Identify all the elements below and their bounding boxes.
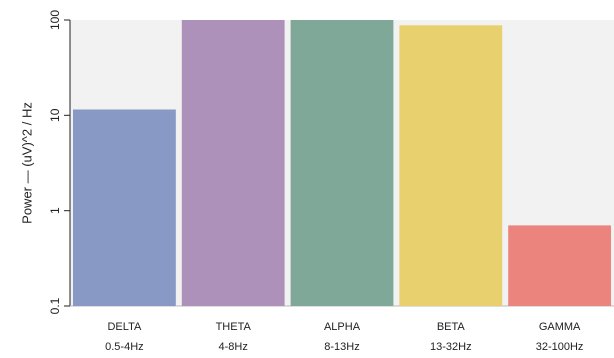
- x-tick-label-alpha: ALPHA: [324, 321, 361, 333]
- x-tick-range-gamma: 32-100Hz: [536, 341, 584, 353]
- x-tick-label-delta: DELTA: [107, 321, 141, 333]
- bar-gamma: [508, 225, 611, 306]
- bar-alpha: [290, 20, 394, 306]
- y-tick-label: 10: [48, 108, 62, 122]
- bar-beta: [399, 25, 503, 307]
- y-axis-label: Power — (uV)^2 / Hz: [19, 102, 34, 224]
- x-tick-label-gamma: GAMMA: [539, 321, 581, 333]
- x-categories-group: DELTA 0.5-4Hz THETA 4-8Hz ALPHA 8-13Hz BETA 13-…: [105, 321, 583, 353]
- bar-theta: [181, 20, 285, 306]
- bar-delta: [73, 109, 176, 306]
- y-tick-label: 1: [48, 207, 62, 214]
- x-tick-label-beta: BETA: [437, 321, 466, 333]
- y-ticks-group: 0.1 1 10 100: [48, 10, 70, 314]
- x-tick-range-delta: 0.5-4Hz: [105, 341, 144, 353]
- x-tick-label-theta: THETA: [216, 321, 252, 333]
- x-tick-range-theta: 4-8Hz: [219, 341, 248, 353]
- bars-group: [73, 20, 611, 307]
- y-tick-label: 100: [48, 10, 62, 30]
- x-tick-range-beta: 13-32Hz: [430, 341, 472, 353]
- x-tick-range-alpha: 8-13Hz: [324, 341, 359, 353]
- y-tick-label: 0.1: [48, 297, 62, 314]
